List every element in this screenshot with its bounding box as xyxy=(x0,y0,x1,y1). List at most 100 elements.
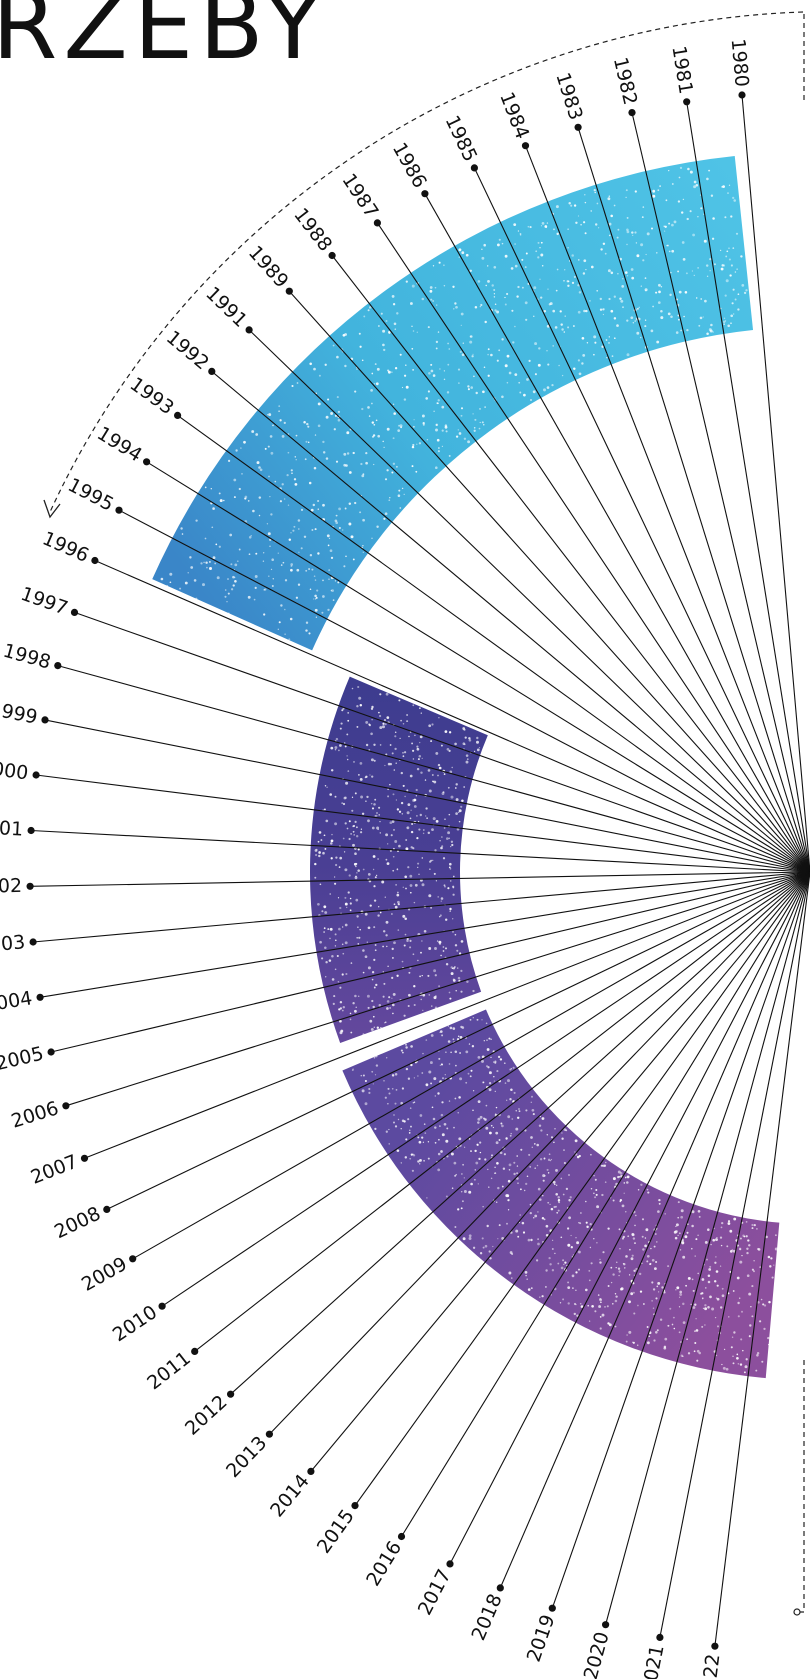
speck xyxy=(454,944,458,947)
speck xyxy=(290,568,293,572)
speck xyxy=(501,1124,504,1128)
speck xyxy=(599,1258,601,1261)
speck xyxy=(537,256,540,259)
speck xyxy=(267,445,270,448)
year-label-1983: 1983 xyxy=(551,70,586,123)
speck xyxy=(457,811,460,814)
speck xyxy=(679,1290,683,1294)
speck xyxy=(498,349,501,352)
speck xyxy=(488,1082,492,1085)
speck xyxy=(269,435,273,438)
speck xyxy=(324,946,327,950)
speck xyxy=(723,323,725,325)
speck xyxy=(229,533,233,537)
speck xyxy=(721,1221,724,1225)
speck xyxy=(435,820,439,823)
speck xyxy=(550,1207,554,1211)
speck xyxy=(408,735,410,738)
speck xyxy=(684,1235,688,1239)
speck xyxy=(454,787,457,789)
speck xyxy=(451,843,454,847)
speck xyxy=(426,817,428,819)
speck xyxy=(525,1182,528,1186)
speck xyxy=(368,1087,371,1091)
speck xyxy=(494,1166,496,1169)
speck xyxy=(760,1298,763,1301)
speck xyxy=(443,370,446,372)
speck xyxy=(567,1302,570,1305)
speck xyxy=(677,1234,679,1237)
speck xyxy=(460,969,463,973)
speck xyxy=(576,1241,580,1245)
speck xyxy=(238,487,241,491)
speck xyxy=(596,1241,598,1244)
speck xyxy=(440,1150,443,1153)
speck xyxy=(678,176,681,179)
speck xyxy=(589,300,591,302)
speck xyxy=(337,418,341,422)
speck xyxy=(463,1190,467,1193)
speck xyxy=(547,1158,551,1162)
speck xyxy=(441,836,443,838)
speck xyxy=(315,596,318,599)
speck xyxy=(344,796,347,800)
speck xyxy=(364,1079,367,1083)
year-label-1988: 1988 xyxy=(289,204,336,256)
speck xyxy=(393,1121,395,1124)
speck xyxy=(410,1125,412,1128)
speck xyxy=(632,1291,635,1294)
speck xyxy=(658,1198,661,1202)
speck xyxy=(392,992,396,996)
speck xyxy=(534,373,537,376)
speck xyxy=(423,929,427,933)
speck xyxy=(397,494,401,497)
speck xyxy=(573,204,577,207)
speck xyxy=(557,1198,561,1202)
speck xyxy=(655,291,658,294)
speck xyxy=(619,1198,623,1202)
speck xyxy=(418,828,421,831)
speck xyxy=(554,1183,556,1186)
speck xyxy=(493,1080,496,1082)
speck xyxy=(371,718,373,721)
speck xyxy=(352,558,355,561)
speck xyxy=(641,1218,645,1221)
speck xyxy=(370,707,374,710)
speck xyxy=(388,331,391,334)
speck xyxy=(417,959,419,962)
speck xyxy=(379,911,382,914)
speck xyxy=(651,1300,653,1302)
speck xyxy=(568,1174,570,1176)
speck xyxy=(641,1235,644,1238)
speck xyxy=(274,480,277,483)
speck xyxy=(315,616,318,618)
speck xyxy=(714,1261,717,1264)
speck xyxy=(449,910,451,912)
year-dot-2011 xyxy=(191,1347,199,1355)
year-dot-2018 xyxy=(496,1584,504,1592)
speck xyxy=(717,1325,719,1328)
spokes-layer xyxy=(26,91,810,1650)
speck xyxy=(563,279,565,282)
speck xyxy=(203,561,205,564)
speck xyxy=(748,1335,751,1338)
speck xyxy=(338,866,341,868)
speck xyxy=(506,1222,508,1225)
speck xyxy=(534,342,538,346)
speck xyxy=(711,237,715,240)
speck xyxy=(427,390,430,393)
speck xyxy=(460,312,464,316)
speck xyxy=(613,337,616,340)
speck xyxy=(618,1228,621,1231)
speck xyxy=(428,947,432,950)
speck xyxy=(334,933,337,936)
speck xyxy=(332,1002,335,1006)
speck xyxy=(411,284,415,288)
speck xyxy=(562,1193,565,1196)
speck xyxy=(355,898,359,902)
year-dot-1989 xyxy=(285,287,293,295)
speck xyxy=(361,359,364,362)
speck xyxy=(366,994,370,998)
speck xyxy=(644,325,647,328)
speck xyxy=(204,537,207,540)
